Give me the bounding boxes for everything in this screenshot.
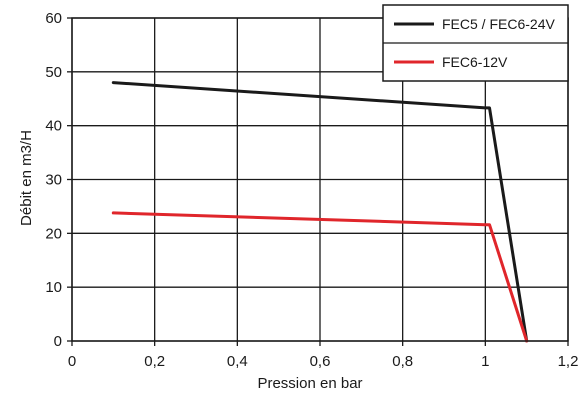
x-tick-label: 0,4 bbox=[227, 353, 248, 370]
y-tick-label: 30 bbox=[45, 172, 62, 189]
x-tick-label: 1,2 bbox=[558, 353, 579, 370]
legend-label-1: FEC5 / FEC6-24V bbox=[442, 16, 555, 32]
x-tick-label: 0,8 bbox=[392, 353, 413, 370]
x-tick-label: 1 bbox=[481, 353, 489, 370]
y-tick-label: 0 bbox=[54, 333, 62, 350]
plot-frame bbox=[71, 17, 569, 342]
y-tick-label: 10 bbox=[45, 279, 62, 296]
y-axis-title: Débit en m3/H bbox=[18, 130, 35, 226]
series-line-1 bbox=[111, 81, 529, 343]
y-tick-label: 60 bbox=[45, 10, 62, 27]
x-axis-title: Pression en bar bbox=[257, 375, 362, 392]
legend-label-2: FEC6-12V bbox=[442, 54, 508, 70]
y-tick-label: 50 bbox=[45, 64, 62, 81]
y-tick-label: 40 bbox=[45, 118, 62, 135]
x-tick-label: 0 bbox=[68, 353, 76, 370]
y-tick-label: 20 bbox=[45, 225, 62, 242]
legend: FEC5 / FEC6-24V FEC6-12V bbox=[382, 4, 569, 82]
series-line-2 bbox=[111, 211, 529, 343]
series-lines bbox=[111, 81, 529, 343]
x-tick-label: 0,6 bbox=[310, 353, 331, 370]
x-tick-label: 0,2 bbox=[144, 353, 165, 370]
axes: 0 0,2 0,4 0,6 0,8 1 1,2 0 10 20 30 40 50 60 bbox=[45, 10, 578, 370]
